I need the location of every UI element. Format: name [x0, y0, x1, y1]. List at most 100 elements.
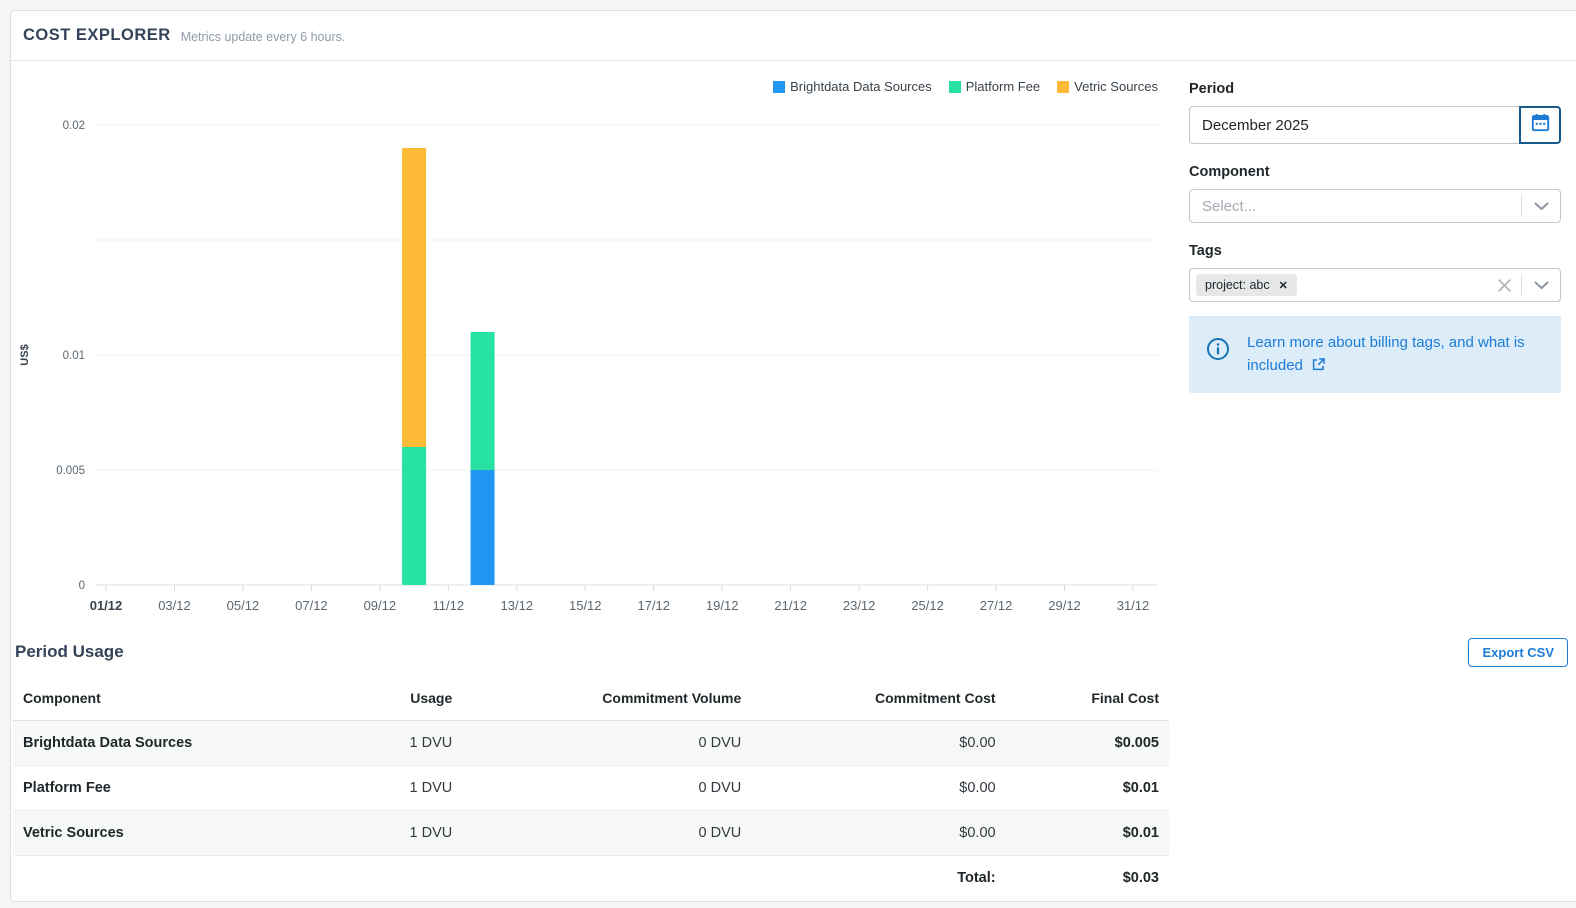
chart-legend: Brightdata Data Sources Platform Fee Vetri… [773, 79, 1158, 94]
table-cell: $0.00 [959, 735, 996, 751]
table-cell: Brightdata Data Sources [23, 735, 193, 751]
table-cell: $0.005 [1114, 735, 1159, 751]
svg-text:23/12: 23/12 [843, 598, 876, 613]
legend-item[interactable]: Vetric Sources [1057, 79, 1158, 94]
metrics-update-note: Metrics update every 6 hours. [180, 29, 346, 44]
export-csv-button[interactable]: Export CSV [1468, 637, 1568, 667]
column-header: Commitment Volume [602, 690, 742, 706]
svg-text:05/12: 05/12 [227, 598, 260, 613]
table-cell: Vetric Sources [23, 825, 124, 841]
svg-text:11/12: 11/12 [433, 598, 465, 613]
svg-text:31/12: 31/12 [1117, 598, 1150, 613]
svg-text:03/12: 03/12 [158, 598, 191, 613]
select-divider [1521, 196, 1522, 216]
table-cell: Platform Fee [23, 780, 111, 796]
billing-tags-link[interactable]: Learn more about billing tags, and what … [1247, 334, 1525, 374]
total-value: $0.03 [1122, 870, 1159, 886]
table-header-row: Component Usage Commitment Volume Commitmen… [13, 676, 1169, 721]
tags-label: Tags [1189, 243, 1222, 259]
legend-swatch [948, 80, 961, 93]
select-divider [1521, 275, 1522, 295]
chevron-down-icon[interactable] [1522, 202, 1560, 211]
legend-swatch [773, 80, 786, 93]
bar-segment[interactable] [402, 447, 427, 585]
svg-text:0.005: 0.005 [56, 465, 85, 477]
table-cell: 1 DVU [409, 735, 453, 751]
billing-tags-info-box: Learn more about billing tags, and what … [1189, 316, 1561, 393]
column-header: Commitment Cost [875, 690, 996, 706]
column-header: Component [23, 690, 101, 706]
svg-text:15/12: 15/12 [569, 598, 602, 613]
total-row: Total: $0.03 [13, 855, 1169, 901]
table-cell: 0 DVU [698, 780, 742, 796]
period-usage-title: Period Usage [15, 642, 124, 661]
tag-chip-label: project: abc [1205, 278, 1270, 292]
bar-segment[interactable] [470, 470, 495, 585]
table-row: Vetric Sources 1 DVU 0 DVU $0.00 $0.01 [13, 810, 1169, 856]
svg-text:13/12: 13/12 [501, 598, 534, 613]
svg-text:27/12: 27/12 [980, 598, 1013, 613]
stacked-bar-chart: 0 0.005 0.01 0.02 US$ 01/12 03/12 05/12 07/12 09/… [19, 120, 1158, 613]
remove-tag-icon[interactable]: ✕ [1278, 279, 1288, 292]
table-cell: $0.01 [1122, 780, 1159, 796]
component-placeholder: Select... [1202, 197, 1257, 215]
legend-item[interactable]: Brightdata Data Sources [773, 79, 932, 94]
table-cell [452, 856, 741, 901]
table-row: Brightdata Data Sources 1 DVU 0 DVU $0.00 $0… [13, 720, 1169, 766]
table-cell: 1 DVU [409, 780, 453, 796]
svg-text:US$: US$ [19, 344, 31, 365]
svg-text:0.01: 0.01 [63, 350, 85, 362]
bar-segment[interactable] [470, 332, 495, 470]
page-title: COST EXPLORER [23, 26, 171, 44]
column-header: Usage [410, 690, 453, 706]
period-usage-section: Period Usage Export CSV Component Usage Co… [13, 637, 1568, 900]
info-icon [1206, 337, 1230, 378]
svg-text:01/12: 01/12 [90, 598, 123, 613]
external-link-icon[interactable] [1312, 355, 1325, 378]
period-usage-table: Component Usage Commitment Volume Commitmen… [13, 676, 1169, 900]
table-cell: $0.00 [959, 780, 996, 796]
clear-icon[interactable] [1487, 278, 1521, 293]
period-input[interactable]: December 2025 [1189, 106, 1519, 144]
cost-chart: Brightdata Data Sources Platform Fee Vetri… [11, 61, 1177, 626]
svg-text:0: 0 [79, 580, 85, 592]
svg-text:19/12: 19/12 [706, 598, 739, 613]
legend-label: Brightdata Data Sources [790, 79, 932, 94]
period-field: Period December 2025 [1189, 81, 1561, 144]
table-cell: $0.01 [1122, 825, 1159, 841]
component-label: Component [1189, 164, 1270, 180]
svg-text:09/12: 09/12 [364, 598, 397, 613]
svg-text:25/12: 25/12 [911, 598, 944, 613]
legend-item[interactable]: Platform Fee [948, 79, 1041, 94]
total-label: Total: [957, 870, 996, 886]
legend-swatch [1057, 80, 1070, 93]
svg-text:0.02: 0.02 [63, 120, 85, 132]
tags-field: Tags project: abc ✕ [1189, 243, 1561, 302]
tag-chip[interactable]: project: abc ✕ [1196, 274, 1297, 296]
column-header: Final Cost [1091, 690, 1159, 706]
table-cell [290, 856, 452, 901]
chevron-down-icon[interactable] [1522, 281, 1560, 290]
table-cell: 0 DVU [698, 825, 742, 841]
panel-header: COST EXPLORER Metrics update every 6 hou… [11, 11, 1576, 61]
calendar-button[interactable] [1519, 106, 1561, 144]
legend-label: Platform Fee [965, 79, 1041, 94]
table-row: Platform Fee 1 DVU 0 DVU $0.00 $0.01 [13, 766, 1169, 811]
svg-text:17/12: 17/12 [637, 598, 670, 613]
table-cell: 1 DVU [409, 825, 453, 841]
legend-label: Vetric Sources [1074, 79, 1158, 94]
table-cell: 0 DVU [698, 735, 742, 751]
period-label: Period [1189, 81, 1235, 97]
bar-segment[interactable] [402, 148, 427, 447]
svg-text:29/12: 29/12 [1048, 598, 1081, 613]
table-cell [13, 856, 290, 901]
tags-select[interactable]: project: abc ✕ [1189, 268, 1561, 302]
component-field: Component Select... [1189, 164, 1561, 223]
svg-text:21/12: 21/12 [774, 598, 807, 613]
filters-sidebar: Period December 2025 [1177, 61, 1576, 626]
component-select[interactable]: Select... [1189, 189, 1561, 223]
calendar-icon [1531, 113, 1550, 137]
svg-text:07/12: 07/12 [295, 598, 328, 613]
table-cell: $0.00 [959, 825, 996, 841]
cost-explorer-panel: COST EXPLORER Metrics update every 6 hou… [10, 10, 1576, 902]
